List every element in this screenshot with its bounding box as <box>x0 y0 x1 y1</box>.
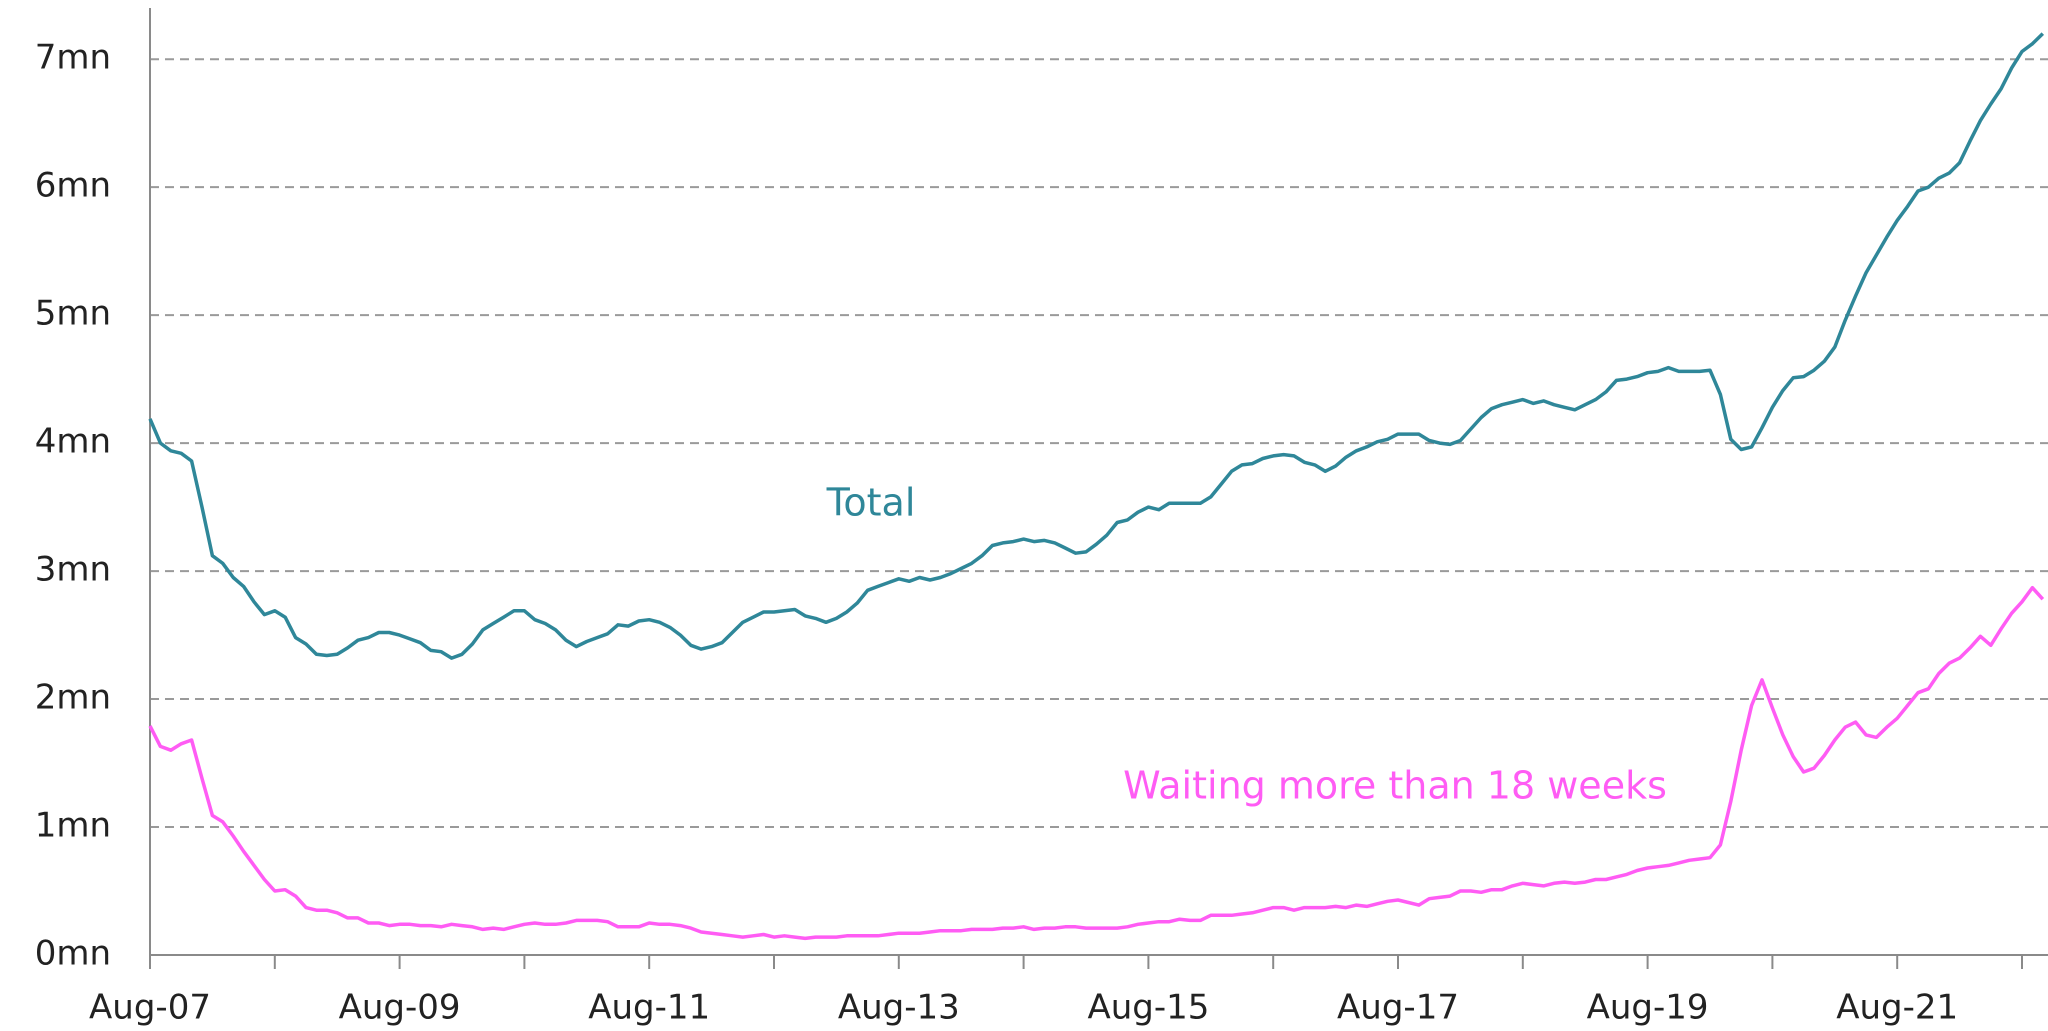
x-tick-label: Aug-17 <box>1337 988 1459 1028</box>
x-tick-label: Aug-11 <box>588 988 710 1028</box>
series-label: Total <box>826 481 916 525</box>
y-tick-label: 3mn <box>35 550 111 590</box>
y-tick-label: 0mn <box>35 934 111 974</box>
x-tick-label: Aug-07 <box>89 988 211 1028</box>
y-tick-label: 7mn <box>35 38 111 78</box>
y-tick-label: 1mn <box>35 806 111 846</box>
x-tick-label: Aug-09 <box>339 988 461 1028</box>
x-tick-label: Aug-21 <box>1836 988 1958 1028</box>
series-label: Waiting more than 18 weeks <box>1123 764 1667 808</box>
x-tick-label: Aug-19 <box>1587 988 1709 1028</box>
x-tick-label: Aug-13 <box>838 988 960 1028</box>
x-tick-label: Aug-15 <box>1087 988 1209 1028</box>
series-line <box>148 585 2045 941</box>
y-tick-label: 5mn <box>35 294 111 334</box>
y-tick-label: 2mn <box>35 678 111 718</box>
series-line <box>148 32 2045 660</box>
y-tick-label: 6mn <box>35 166 111 206</box>
y-tick-label: 4mn <box>35 422 111 462</box>
